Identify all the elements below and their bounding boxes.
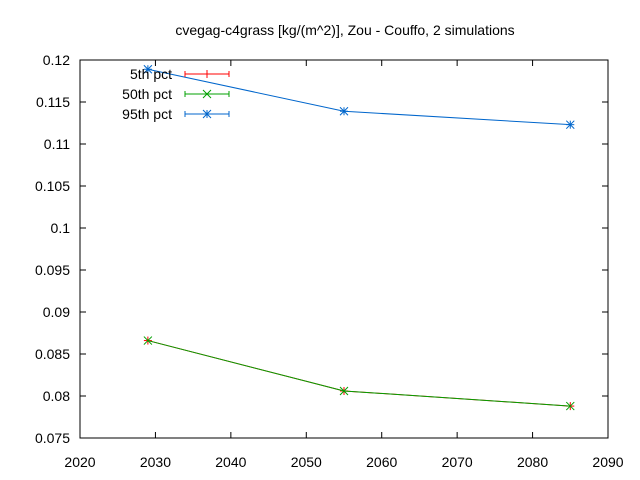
x-tick-label: 2060 [366,454,397,470]
data-point [565,120,575,130]
x-tick-label: 2040 [215,454,246,470]
legend-label: 5th pct [130,66,172,82]
data-point [339,106,349,116]
series-0 [143,336,575,411]
legend-label: 50th pct [122,86,172,102]
series-line [147,340,571,407]
y-tick-label: 0.075 [35,430,70,446]
axes: 2020 2030 2040 2050 2060 2070 2080 2090 0.075 0.0… [35,52,624,470]
y-tick-label: 0.08 [43,388,70,404]
data-point [339,386,349,396]
y-tick-label: 0.1 [51,220,71,236]
plot-frame [79,59,609,439]
x-tick-label: 2050 [291,454,322,470]
legend-marker [202,109,212,119]
series-2 [143,64,575,130]
legend: 5th pct 50th pct 95th pct [122,66,230,122]
x-tick-label: 2070 [442,454,473,470]
y-tick-label: 0.095 [35,262,70,278]
series-layer [143,64,575,411]
y-tick-label: 0.11 [44,136,70,152]
x-tick-label: 2090 [592,454,623,470]
data-point [143,64,153,74]
data-point [143,336,153,345]
y-tick-label: 0.12 [43,52,70,68]
series-1 [143,336,575,411]
x-tick-label: 2080 [517,454,548,470]
y-tick-label: 0.085 [35,346,70,362]
chart-title: cvegag-c4grass [kg/(m^2)], Zou - Couffo,… [175,22,514,38]
series-line [147,340,571,407]
data-point [565,401,575,411]
legend-label: 95th pct [122,106,172,122]
y-tick-label: 0.115 [36,94,70,110]
y-tick-label: 0.105 [35,178,70,194]
legend-marker [202,89,212,99]
x-tick-label: 2030 [140,454,171,470]
y-tick-label: 0.09 [43,304,70,320]
legend-marker [203,70,211,78]
x-tick-label: 2020 [64,454,95,470]
series-line [147,68,571,126]
